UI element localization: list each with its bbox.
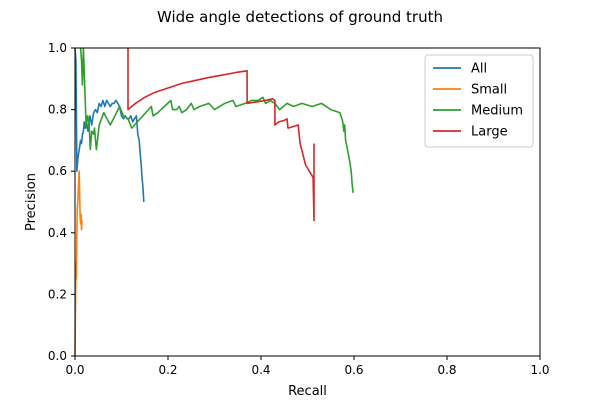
legend-label-large: Large <box>471 125 508 140</box>
legend-label-all: All <box>471 62 487 77</box>
y-tick-label: 0.4 <box>48 226 67 240</box>
series-layer <box>74 47 354 357</box>
x-tick-label: 0.8 <box>437 363 456 377</box>
x-tick-label: 0.0 <box>65 363 84 377</box>
y-tick-label: 0.2 <box>48 287 67 301</box>
legend-box <box>424 54 534 148</box>
legend-label-medium: Medium <box>471 104 523 119</box>
y-axis: 0.0 0.2 0.4 0.6 0.8 1.0 <box>48 41 75 363</box>
x-axis: 0.0 0.2 0.4 0.6 0.8 1.0 <box>65 356 550 377</box>
legend-label-small: Small <box>471 83 507 98</box>
y-tick-label: 0.0 <box>48 349 67 363</box>
y-tick-label: 0.6 <box>48 164 67 178</box>
x-tick-label: 0.2 <box>158 363 177 377</box>
series-line-large <box>127 48 315 222</box>
series-line-small <box>74 170 83 357</box>
y-tick-label: 0.8 <box>48 103 67 117</box>
x-tick-label: 0.6 <box>344 363 363 377</box>
series-line-medium <box>79 47 354 193</box>
series-line-all <box>74 47 145 203</box>
y-axis-label: Precision <box>24 173 39 231</box>
chart-title: Wide angle detections of ground truth <box>157 8 443 26</box>
x-axis-label: Recall <box>288 384 327 399</box>
legend: All Small Medium Large <box>424 54 534 148</box>
x-tick-label: 1.0 <box>530 363 549 377</box>
plot-frame <box>74 47 541 357</box>
x-tick-label: 0.4 <box>251 363 270 377</box>
y-tick-label: 1.0 <box>48 41 67 55</box>
